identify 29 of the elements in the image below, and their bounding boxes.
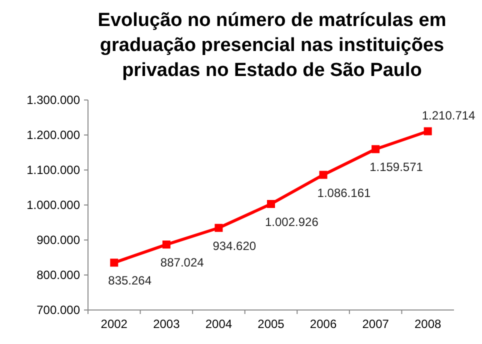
point	[162, 240, 170, 249]
data-label: 1.159.571	[370, 160, 424, 174]
y-tick-label: 800.000	[36, 268, 80, 282]
x-tick-label: 2004	[205, 317, 232, 331]
point	[319, 170, 328, 179]
x-tick-label: 2005	[258, 317, 285, 331]
data-label: 1.086.161	[317, 186, 371, 200]
y-tick-label: 1.100.000	[26, 163, 80, 177]
point	[214, 224, 223, 232]
data-label: 934.620	[212, 238, 256, 253]
data-label: 887.024	[160, 256, 204, 270]
x-tick-label: 2007	[362, 317, 390, 331]
x-tick-label: 2002	[100, 317, 128, 331]
point	[372, 145, 380, 154]
point	[110, 258, 118, 267]
y-tick-label: 1.000.000	[26, 198, 80, 212]
data-label: 835.264	[108, 274, 152, 288]
y-tick-label: 700.000	[36, 303, 80, 317]
y-tick-label: 1.300.000	[26, 93, 80, 107]
point	[267, 200, 275, 208]
point	[424, 127, 432, 136]
chart-title: Evolução no número de matrículas em graduação presencial nas instituições privadas no Estado de São Paulo	[98, 10, 446, 81]
y-tick-label: 1.200.000	[26, 128, 80, 142]
x-tick-label: 2008	[414, 317, 442, 331]
y-tick-label: 900.000	[36, 233, 80, 247]
x-tick-label: 2006	[310, 317, 337, 331]
data-label: 1.210.714	[422, 108, 476, 122]
x-tick-label: 2003	[153, 317, 180, 331]
data-label: 1.002.926	[265, 214, 319, 229]
